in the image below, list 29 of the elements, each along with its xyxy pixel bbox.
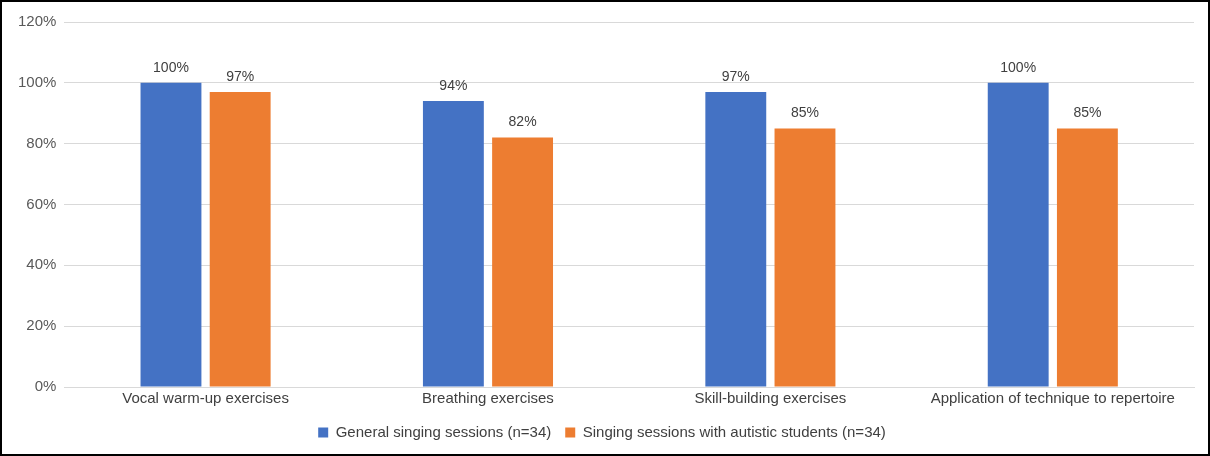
legend-label: Singing sessions with autistic students (n=34)	[582, 422, 886, 440]
bar	[140, 82, 202, 387]
bar	[987, 82, 1049, 387]
data-label: 85%	[1073, 104, 1102, 121]
bar	[422, 101, 484, 387]
y-tick-label: 40%	[26, 255, 57, 273]
x-tick-label: Application of technique to repertoire	[930, 389, 1175, 407]
y-tick-label: 0%	[34, 377, 57, 395]
y-tick-label: 120%	[17, 12, 57, 30]
data-label: 85%	[790, 104, 819, 121]
bar	[209, 91, 271, 387]
y-tick-label: 100%	[17, 72, 57, 90]
data-label: 97%	[226, 67, 255, 84]
data-label: 94%	[439, 76, 468, 93]
data-label: 97%	[721, 67, 750, 84]
data-label: 100%	[1000, 58, 1037, 75]
bar	[1056, 128, 1118, 387]
legend-label: General singing sessions (n=34)	[335, 422, 552, 440]
y-tick-label: 80%	[26, 133, 57, 151]
bar	[774, 128, 836, 387]
data-label: 82%	[508, 113, 537, 130]
y-tick-label: 20%	[26, 316, 57, 334]
x-tick-label: Vocal warm-up exercises	[122, 389, 289, 407]
data-label: 100%	[153, 58, 189, 75]
bar	[705, 91, 767, 387]
bar	[492, 137, 554, 387]
y-tick-label: 60%	[26, 194, 57, 212]
x-tick-label: Skill-building exercises	[694, 389, 847, 407]
x-tick-label: Breathing exercises	[422, 389, 554, 407]
